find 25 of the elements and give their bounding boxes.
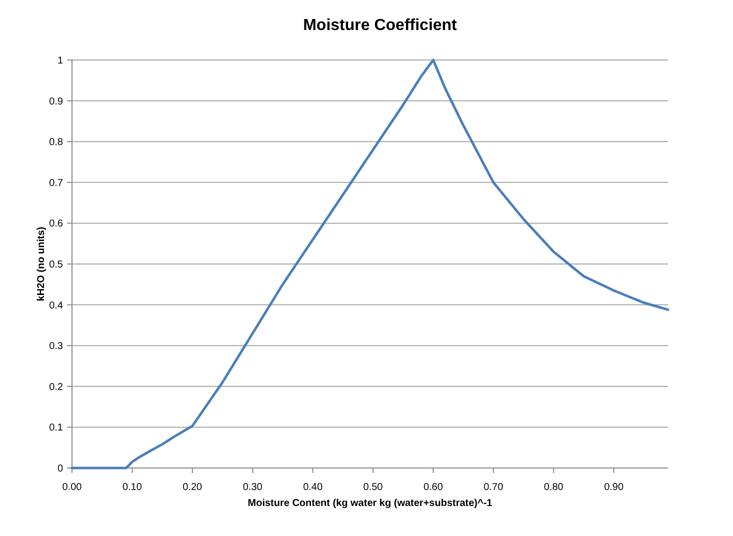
x-tick-label: 0.20 <box>182 482 203 493</box>
y-tick-label: 0.2 <box>49 382 64 393</box>
x-tick-label: 0.90 <box>604 482 624 493</box>
x-tick-label: 0.40 <box>303 482 323 493</box>
x-tick-label: 0.70 <box>484 482 504 493</box>
line-series <box>70 58 670 470</box>
y-tick-label: 0.7 <box>49 178 64 189</box>
y-tick-label: 0.9 <box>49 96 64 108</box>
x-tick-label: 0.00 <box>62 482 82 493</box>
y-axis-title: kH2O (no units) <box>36 226 47 302</box>
y-tick-label: 0.6 <box>49 218 64 230</box>
x-tick-label: 0.60 <box>423 482 444 493</box>
x-tick-label: 0.10 <box>122 482 142 493</box>
y-tick-label: 1 <box>57 56 64 66</box>
y-tick-label: 0.5 <box>49 260 64 270</box>
y-tick-label: 0.1 <box>49 422 64 434</box>
x-axis-title: Moisture Content (kg water kg (water+substrate)^-1 <box>248 498 493 509</box>
y-tick-label: 0.3 <box>49 341 64 352</box>
x-tick-label: 0.80 <box>544 482 564 493</box>
y-tick-label: 0.4 <box>49 300 64 312</box>
y-tick-label: 0 <box>57 464 64 474</box>
y-tick-label: 0.8 <box>49 137 64 148</box>
x-tick-label: 0.30 <box>242 482 263 493</box>
x-tick-label: 0.50 <box>363 482 384 493</box>
chart-title: Moisture Coefficient <box>303 17 458 34</box>
